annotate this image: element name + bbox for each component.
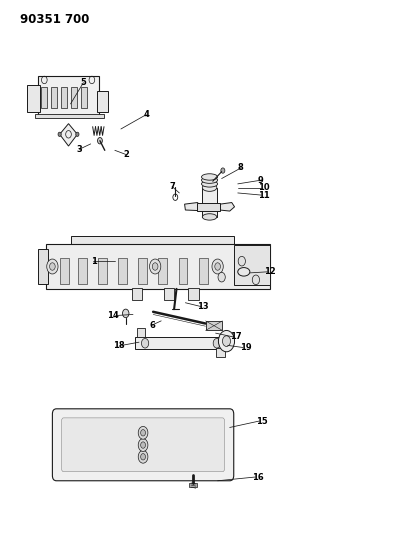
Circle shape	[212, 259, 223, 274]
Circle shape	[213, 338, 220, 348]
Text: 19: 19	[240, 343, 251, 352]
Circle shape	[215, 263, 220, 270]
Circle shape	[252, 275, 260, 285]
Bar	[78, 258, 87, 284]
Bar	[206, 321, 222, 330]
Circle shape	[138, 450, 148, 463]
FancyBboxPatch shape	[62, 418, 224, 472]
Circle shape	[221, 168, 225, 173]
Polygon shape	[60, 124, 77, 146]
Bar	[188, 288, 199, 300]
Circle shape	[141, 430, 145, 436]
Text: 15: 15	[256, 417, 268, 425]
Circle shape	[222, 336, 231, 346]
Text: 4: 4	[143, 110, 149, 119]
Bar	[202, 188, 217, 217]
Circle shape	[141, 338, 149, 348]
Polygon shape	[197, 203, 220, 211]
Polygon shape	[38, 76, 99, 115]
Circle shape	[238, 256, 245, 266]
Text: 5: 5	[81, 78, 87, 87]
Polygon shape	[35, 114, 104, 118]
Ellipse shape	[202, 184, 217, 191]
Ellipse shape	[202, 177, 218, 183]
Text: 90351 700: 90351 700	[20, 13, 89, 26]
Bar	[81, 87, 87, 108]
Bar	[118, 258, 127, 284]
Circle shape	[141, 454, 145, 460]
Circle shape	[123, 309, 129, 318]
Ellipse shape	[202, 174, 218, 180]
Bar	[138, 258, 147, 284]
Bar	[132, 288, 142, 300]
Polygon shape	[38, 249, 48, 284]
Circle shape	[218, 330, 235, 352]
Polygon shape	[135, 337, 226, 349]
Polygon shape	[234, 245, 270, 285]
Bar	[71, 87, 77, 108]
Polygon shape	[185, 203, 202, 211]
Ellipse shape	[238, 268, 250, 276]
Bar	[158, 258, 167, 284]
Polygon shape	[216, 348, 225, 357]
Text: 6: 6	[149, 321, 155, 329]
Text: 16: 16	[252, 473, 264, 481]
Circle shape	[138, 439, 148, 451]
Text: 17: 17	[230, 333, 241, 341]
Circle shape	[76, 132, 79, 136]
Polygon shape	[220, 203, 235, 211]
Bar	[179, 258, 187, 284]
Text: 14: 14	[107, 311, 119, 320]
Circle shape	[50, 263, 55, 270]
Circle shape	[152, 263, 158, 270]
Bar	[199, 258, 208, 284]
Polygon shape	[137, 328, 145, 337]
Bar	[60, 258, 69, 284]
Bar	[189, 483, 197, 487]
Text: 1: 1	[91, 257, 97, 265]
Text: 8: 8	[238, 164, 243, 172]
Polygon shape	[46, 244, 270, 289]
Circle shape	[218, 272, 225, 282]
Text: 11: 11	[258, 191, 270, 199]
Text: 2: 2	[123, 150, 129, 159]
Bar	[51, 87, 57, 108]
Text: 13: 13	[197, 302, 209, 311]
Polygon shape	[71, 236, 234, 245]
Text: 18: 18	[113, 341, 125, 350]
Ellipse shape	[202, 181, 218, 187]
Circle shape	[150, 259, 161, 274]
Polygon shape	[27, 85, 40, 112]
FancyBboxPatch shape	[52, 409, 234, 481]
Circle shape	[98, 138, 102, 144]
Text: 12: 12	[264, 268, 276, 276]
Bar	[41, 87, 47, 108]
Circle shape	[141, 442, 145, 448]
Text: 7: 7	[170, 182, 175, 191]
Text: 3: 3	[77, 145, 83, 154]
Circle shape	[138, 426, 148, 439]
Text: 10: 10	[258, 183, 270, 192]
Bar	[61, 87, 67, 108]
Bar	[98, 258, 107, 284]
Text: 9: 9	[258, 176, 264, 184]
Polygon shape	[97, 91, 108, 112]
Circle shape	[47, 259, 58, 274]
Circle shape	[58, 132, 61, 136]
Bar	[164, 288, 174, 300]
Ellipse shape	[202, 214, 217, 220]
